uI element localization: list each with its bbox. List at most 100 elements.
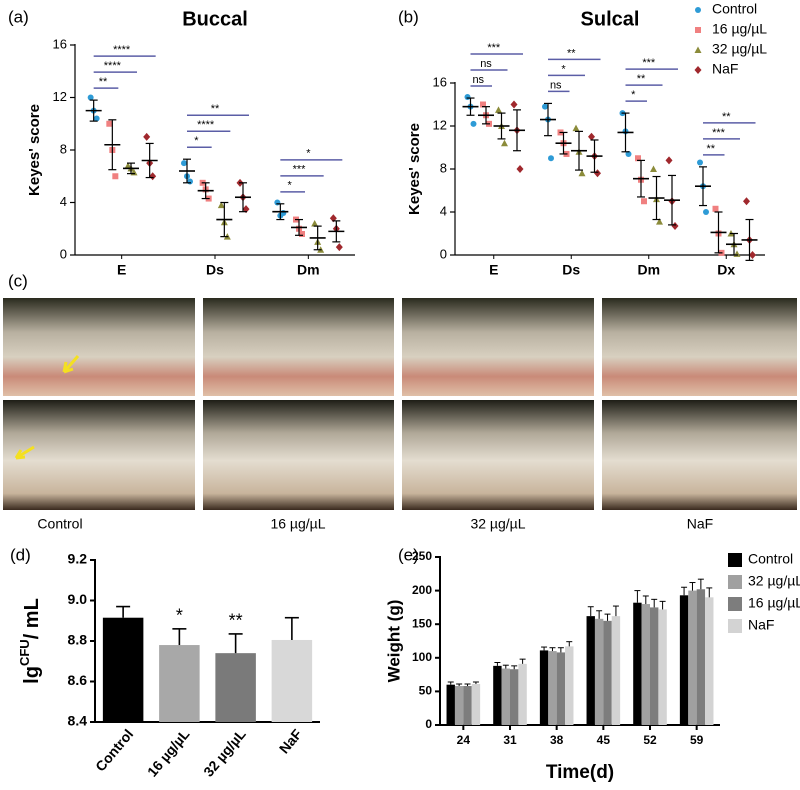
y-tick-label: 0 xyxy=(440,246,447,261)
error-bar xyxy=(201,182,210,200)
bar xyxy=(688,590,697,725)
bar xyxy=(696,589,706,725)
significance-label: ** xyxy=(637,73,646,85)
error-bar xyxy=(456,683,463,687)
y-tick-label: 12 xyxy=(53,89,67,104)
point xyxy=(650,165,657,172)
point xyxy=(578,169,586,177)
y-tick-label: 0 xyxy=(425,717,432,731)
x-tick-label: 31 xyxy=(503,733,517,747)
y-tick-label: 8.8 xyxy=(68,632,88,648)
error-bar xyxy=(466,97,475,116)
significance-label: **** xyxy=(197,119,215,131)
error-bar xyxy=(89,99,98,122)
error-bar xyxy=(108,119,117,171)
error-bar xyxy=(706,587,713,598)
error-bar xyxy=(544,102,552,137)
y-tick-label: 12 xyxy=(433,117,447,132)
legend-label: 16 µg/µL xyxy=(748,595,800,611)
y-label-superscript: CFU xyxy=(17,639,32,666)
legend-label: NaF xyxy=(748,617,774,633)
x-tick-label: 59 xyxy=(690,733,704,747)
y-axis-label: Keyes' score xyxy=(406,123,423,215)
bar xyxy=(271,639,313,722)
x-tick-label: Control xyxy=(92,726,136,774)
significance-label: * xyxy=(561,63,566,75)
point xyxy=(671,221,679,230)
y-label-base: lg xyxy=(21,666,43,684)
error-bar xyxy=(276,203,285,221)
x-tick-label: 45 xyxy=(597,733,611,747)
error-bar xyxy=(730,232,738,256)
legend-label: 16 µg/µL xyxy=(712,21,767,37)
x-tick-label: 38 xyxy=(550,733,564,747)
arrow xyxy=(14,445,35,460)
significance-label: *** xyxy=(712,127,726,139)
point xyxy=(464,93,471,100)
error-bar xyxy=(513,109,521,152)
significance-label: * xyxy=(306,148,311,160)
bar xyxy=(611,616,621,725)
error-bar xyxy=(575,130,583,171)
error-bar xyxy=(559,131,568,155)
point xyxy=(743,197,750,206)
legend-label: NaF xyxy=(712,61,738,77)
bar xyxy=(510,669,519,725)
legend-swatch xyxy=(728,597,742,611)
significance-label: ** xyxy=(99,76,108,88)
x-tick-label: Dm xyxy=(297,262,320,278)
significance-label: **** xyxy=(113,44,131,56)
panel-label: (a) xyxy=(8,7,29,26)
bar xyxy=(633,602,642,725)
error-bar xyxy=(494,662,501,666)
photo xyxy=(402,298,594,396)
point xyxy=(694,66,702,74)
panel-label: (e) xyxy=(398,545,419,564)
bar xyxy=(102,617,144,722)
bar xyxy=(539,650,549,725)
chart-panel: (e) 0 50 100 150 200 250 Weight (g) Time(d) 24 31 3… xyxy=(384,545,800,783)
bar xyxy=(586,616,595,725)
bar xyxy=(493,665,502,725)
legend-label: 32 µg/µL xyxy=(712,41,767,57)
error-bar xyxy=(697,578,704,590)
x-tick-label: Dx xyxy=(717,262,735,278)
point xyxy=(242,205,250,214)
error-bar xyxy=(295,218,303,236)
error-bar xyxy=(447,681,454,685)
point xyxy=(588,132,595,141)
error-bar xyxy=(612,605,619,617)
panel-label: (d) xyxy=(10,545,31,564)
y-tick-label: 4 xyxy=(440,203,447,218)
error-bar xyxy=(332,220,341,243)
bar xyxy=(650,607,659,725)
significance-label: *** xyxy=(293,164,307,176)
error-bar xyxy=(659,600,666,610)
error-bar xyxy=(566,641,573,647)
y-tick-label: 16 xyxy=(433,74,447,89)
error-bar xyxy=(472,681,479,685)
significance-label: ns xyxy=(550,79,562,91)
point xyxy=(149,172,157,181)
point xyxy=(124,162,132,169)
significance-label: ** xyxy=(211,103,220,115)
point xyxy=(703,209,709,215)
point xyxy=(712,205,719,212)
point xyxy=(697,159,703,166)
x-tick-label: 24 xyxy=(457,733,471,747)
error-bar xyxy=(587,606,594,617)
significance-label: *** xyxy=(642,57,656,69)
significance-label: * xyxy=(194,135,199,147)
photo xyxy=(3,298,195,396)
error-bar xyxy=(172,628,187,646)
legend-label: Control xyxy=(712,1,757,17)
error-bar xyxy=(557,647,564,653)
error-bar xyxy=(634,590,641,603)
x-tick-label: Dm xyxy=(637,262,660,278)
x-axis-label: Time(d) xyxy=(546,762,614,783)
y-axis-label: Weight (g) xyxy=(384,600,403,683)
photo xyxy=(203,298,394,396)
photo-caption: 16 µg/µL xyxy=(270,516,325,532)
legend-label: 32 µg/µL xyxy=(748,573,800,589)
significance-label: *** xyxy=(487,42,501,54)
